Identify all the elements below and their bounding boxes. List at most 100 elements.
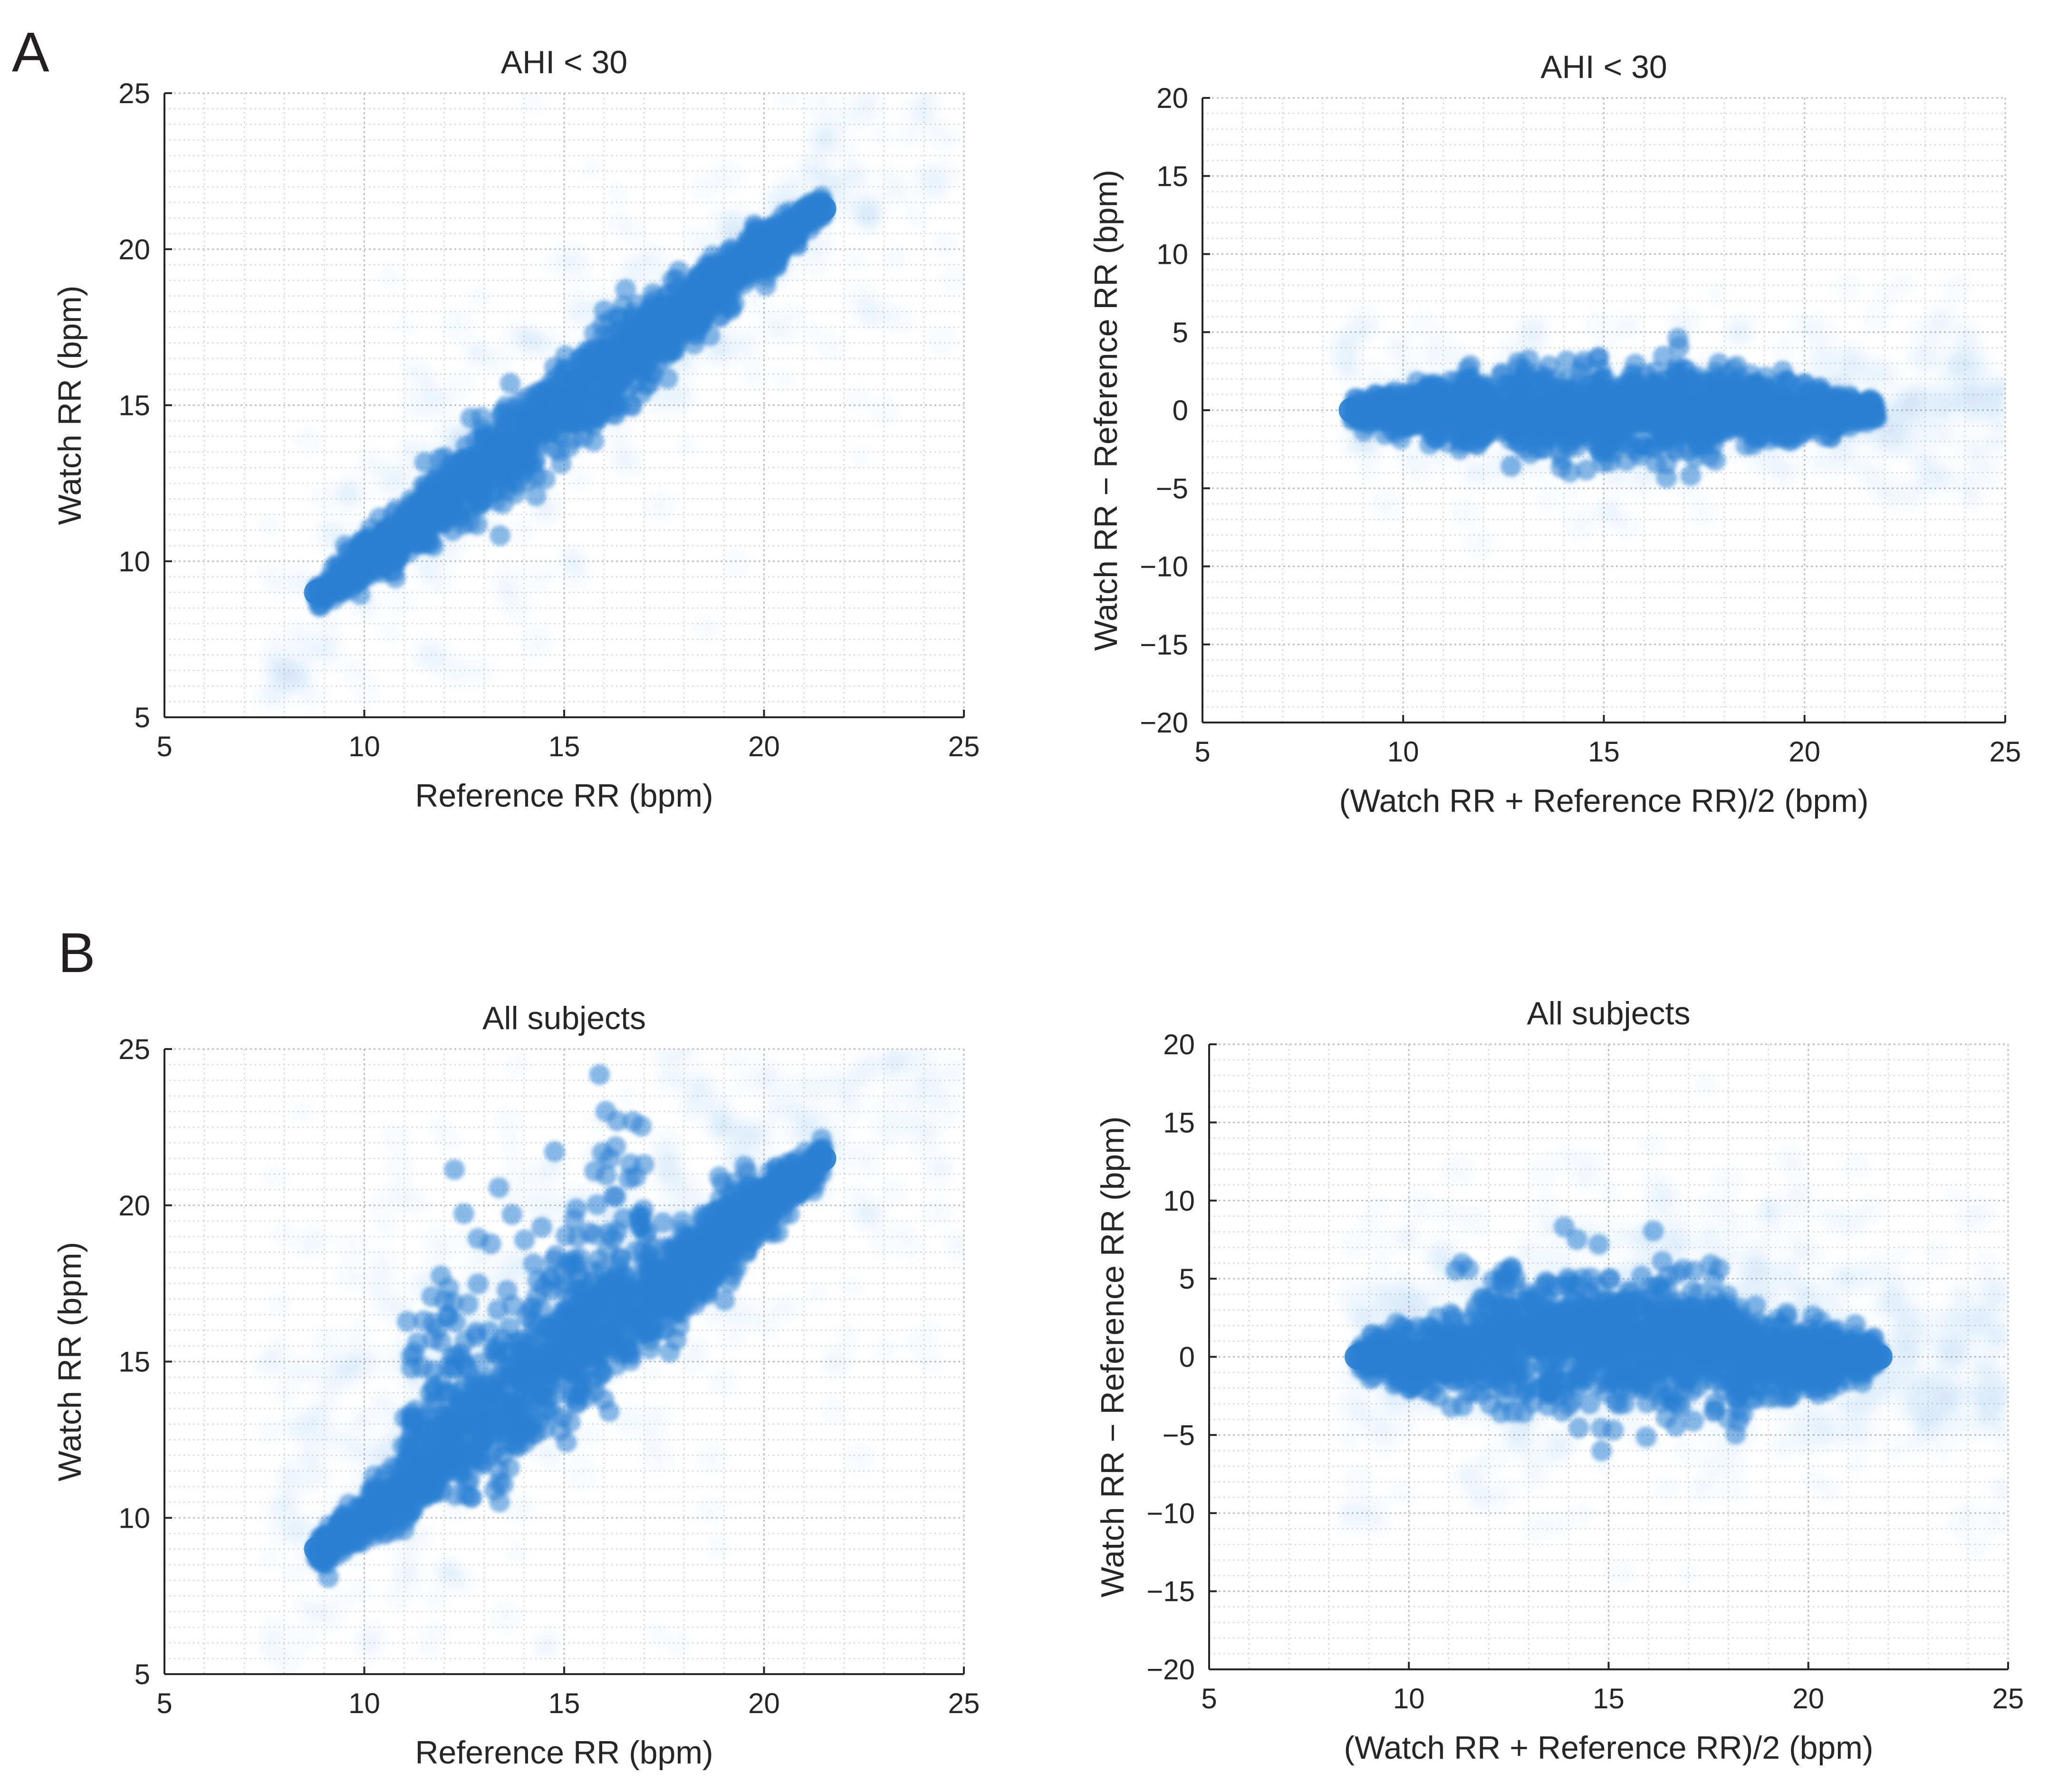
chart-B-left-outlier-point — [276, 1649, 300, 1674]
chart-B-left-outlier-point — [821, 1398, 846, 1423]
chart-A-right-outlier-point — [1981, 464, 2004, 487]
chart-A-left-outlier-point — [568, 468, 590, 491]
chart-A-right-data-point — [1560, 388, 1581, 410]
chart-A-right-outlier-point — [1939, 425, 1958, 444]
chart-B-left-outlier-point — [870, 1230, 894, 1255]
chart-A-right-data-point — [1656, 453, 1677, 474]
chart-A-right-y-tick-label: 0 — [1173, 395, 1188, 426]
chart-A-left-outlier-point — [626, 251, 655, 280]
chart-A-left-series-point — [552, 393, 577, 418]
chart-B-left-outlier-point — [375, 1216, 396, 1236]
chart-A-left-data-point — [624, 358, 645, 379]
chart-A-right-outlier-point — [1990, 425, 2005, 453]
chart-A-right-outlier-point — [1466, 531, 1493, 559]
chart-A-left-data-point — [583, 431, 605, 452]
panel-letter-b: B — [58, 922, 96, 984]
chart-A-left-data-point — [668, 260, 690, 282]
chart-A-left-y-axis-label: Watch RR (bpm) — [52, 286, 88, 525]
chart-B-left-outlier-point — [278, 1467, 308, 1497]
chart-A-left-outlier-point — [398, 439, 418, 459]
chart-A-left-data-point — [327, 575, 348, 596]
chart-A-left-outlier-point — [389, 588, 414, 614]
chart-B-left-outlier-point — [900, 1235, 924, 1259]
chart-A-right-data-point — [1556, 350, 1577, 372]
chart-A-left-outlier-point — [913, 96, 935, 118]
chart-A-left-outlier-point — [442, 311, 472, 341]
chart-A-left-data-point — [657, 368, 678, 389]
chart-A-left-data-point — [492, 404, 513, 425]
chart-A-right-outlier-point — [1452, 498, 1480, 526]
chart-A-left-outlier-point — [849, 206, 867, 224]
chart-B-left-outlier-point — [365, 1273, 395, 1303]
chart-B-left-outlier-point — [538, 1189, 563, 1213]
chart-A-left-data-point — [543, 437, 564, 459]
chart-A-left-outlier-point — [711, 161, 742, 192]
chart-B-left-outlier-point — [642, 1404, 671, 1433]
chart-A-right-outlier-point — [1772, 337, 1793, 359]
chart-B-left-outlier-point — [304, 1600, 325, 1621]
chart-A-left-outlier-point — [604, 419, 631, 445]
chart-B-left-outlier-point — [505, 1493, 534, 1522]
chart-B-left-outlier-point — [269, 1292, 290, 1313]
chart-A-right-data-point — [1808, 397, 1829, 418]
chart-A-left-outlier-point — [933, 234, 956, 257]
chart-B-left-outlier-point — [370, 1195, 389, 1214]
chart-B-left-outlier-point — [406, 1192, 428, 1214]
chart-B-left-outlier-point — [808, 1284, 827, 1303]
chart-A-right-data-point — [1500, 455, 1522, 477]
chart-A-left-data-point — [452, 514, 474, 535]
chart-A-right-x-tick-label: 25 — [1990, 736, 2021, 768]
chart-A-left-outlier-point — [397, 316, 415, 335]
chart-A-right-data-point — [1503, 423, 1524, 444]
chart-B-left-outlier-point — [290, 1517, 310, 1537]
chart-B-left-outlier-point — [642, 1359, 662, 1379]
chart-B-left-scatter-core — [306, 1064, 834, 1588]
chart-A-left-outlier-point — [846, 251, 865, 270]
chart-A-left-data-point — [525, 449, 546, 471]
chart-A-left-y-tick-label: 20 — [118, 233, 150, 265]
chart-B-left-outlier-point — [292, 1102, 313, 1123]
chart-A-left-outlier-point — [413, 639, 443, 668]
chart-A-right-x-tick-label: 10 — [1387, 736, 1419, 768]
chart-A-left-data-point — [525, 485, 547, 507]
chart-B-left-outlier-point — [825, 1344, 854, 1373]
chart-A-left-outlier-point — [562, 253, 593, 283]
chart-A-left-outlier-point — [335, 477, 361, 503]
chart-A-left-data-point — [430, 448, 451, 469]
chart-A-left-outlier-point — [535, 501, 559, 525]
chart-A-left-outlier-point — [259, 515, 279, 536]
chart-A-left-outlier-point — [817, 333, 846, 361]
chart-B-left-outlier-point — [652, 1130, 682, 1161]
chart-A-right-data-point — [1518, 349, 1539, 370]
chart-B-left-outlier-point — [808, 1087, 827, 1104]
chart-A-left-outlier-point — [691, 176, 715, 200]
chart-A-right-outlier-point — [1913, 349, 1941, 377]
chart-B-left-outlier-point — [882, 1179, 906, 1203]
chart-B-left-outlier-point — [710, 1109, 737, 1137]
chart-A-left-series-point — [304, 580, 329, 605]
chart-A-right-data-point — [1476, 377, 1498, 398]
chart-A-left-series-point — [811, 196, 837, 221]
chart-A-left-outlier-point — [521, 627, 552, 657]
chart-A-right-data-point — [1620, 434, 1642, 455]
chart-A-left-outlier-point — [777, 93, 800, 106]
chart-B-left-outlier-point — [580, 1423, 602, 1445]
chart-A-left-outlier-point — [318, 631, 342, 655]
chart-B-left-outlier-point — [679, 1347, 705, 1373]
chart-A-left-outlier-point — [390, 462, 417, 489]
chart-B-left-outlier-point — [454, 1574, 474, 1594]
chart-A-left-outlier-point — [260, 652, 286, 679]
chart-A-left-y-tick-label: 15 — [118, 390, 150, 422]
chart-A-left-outlier-point — [269, 572, 292, 596]
chart-B-left-outlier-point — [519, 1188, 546, 1214]
chart-A-right-outlier-point — [1426, 333, 1456, 363]
chart-A-right-outlier-point — [1372, 491, 1401, 520]
chart-B-left-outlier-point — [295, 1236, 317, 1258]
chart-A-left-data-point — [380, 527, 402, 548]
chart-A-left-outlier-point — [835, 192, 858, 215]
chart-A-left-data-point — [761, 239, 783, 260]
chart-A-left-y-tick-label: 25 — [118, 77, 150, 109]
chart-A-left-data-point — [596, 385, 618, 406]
chart-B-left-outlier-point — [312, 1330, 343, 1360]
